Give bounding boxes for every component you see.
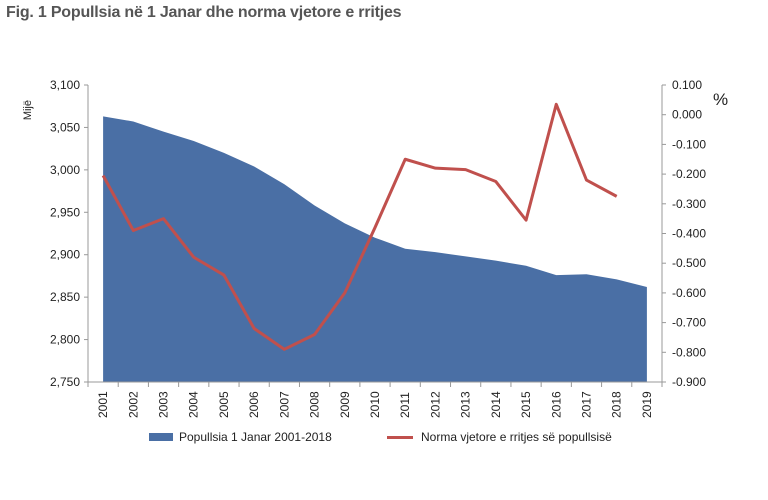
legend-label-population: Popullsia 1 Janar 2001-2018 <box>179 430 332 444</box>
x-tick-label: 2005 <box>217 391 231 418</box>
x-tick-label: 2011 <box>398 392 412 418</box>
left-tick-label: 2,900 <box>50 248 80 262</box>
x-tick-label: 2019 <box>640 391 654 418</box>
x-tick-label: 2004 <box>187 391 201 418</box>
legend-label-growth-rate: Norma vjetore e rritjes së popullsisë <box>421 430 612 444</box>
x-tick-label: 2006 <box>247 391 261 418</box>
right-tick-label: 0.100 <box>672 78 702 92</box>
right-tick-label: -0.900 <box>672 375 706 389</box>
legend-item-population: Popullsia 1 Janar 2001-2018 <box>149 430 332 444</box>
right-tick-label: -0.400 <box>672 227 706 241</box>
chart-title: Fig. 1 Popullsia në 1 Janar dhe norma vj… <box>6 4 402 21</box>
x-tick-label: 2001 <box>96 391 110 418</box>
legend-swatch-growth-rate <box>387 435 413 439</box>
x-tick-label: 2015 <box>519 391 533 418</box>
x-tick-label: 2010 <box>368 391 382 418</box>
x-tick-label: 2018 <box>610 391 624 418</box>
x-tick-label: 2016 <box>549 391 563 418</box>
right-tick-label: -0.800 <box>672 345 706 359</box>
x-tick-label: 2017 <box>579 391 593 418</box>
x-tick-label: 2003 <box>157 391 171 418</box>
legend-swatch-population <box>149 433 173 441</box>
x-tick-label: 2007 <box>277 391 291 418</box>
right-axis-unit: % <box>713 90 729 109</box>
legend-item-growth-rate: Norma vjetore e rritjes së popullsisë <box>387 430 612 444</box>
left-tick-label: 3,000 <box>50 163 80 177</box>
left-tick-label: 3,050 <box>50 120 80 134</box>
right-tick-label: -0.700 <box>672 316 706 330</box>
population-area <box>103 116 647 382</box>
right-tick-label: -0.500 <box>672 256 706 270</box>
right-tick-label: -0.100 <box>672 137 706 151</box>
x-tick-label: 2009 <box>338 391 352 418</box>
x-tick-label: 2013 <box>459 391 473 418</box>
right-tick-label: -0.300 <box>672 197 706 211</box>
growth-rate-line <box>101 102 618 351</box>
x-tick-label: 2014 <box>489 391 503 418</box>
x-tick-label: 2012 <box>428 391 442 418</box>
right-tick-label: -0.200 <box>672 167 706 181</box>
left-tick-label: 2,800 <box>50 333 80 347</box>
x-tick-label: 2002 <box>126 391 140 418</box>
left-tick-label: 2,850 <box>50 290 80 304</box>
chart-plot: 3,100 3,050 3,000 2,950 2,900 2,850 2,800 2,750… <box>50 78 706 418</box>
right-tick-label: 0.000 <box>672 108 702 122</box>
left-tick-label: 3,100 <box>50 78 80 92</box>
left-tick-label: 2,950 <box>50 205 80 219</box>
left-tick-label: 2,750 <box>50 375 80 389</box>
x-tick-label: 2008 <box>308 391 322 418</box>
right-tick-label: -0.600 <box>672 286 706 300</box>
